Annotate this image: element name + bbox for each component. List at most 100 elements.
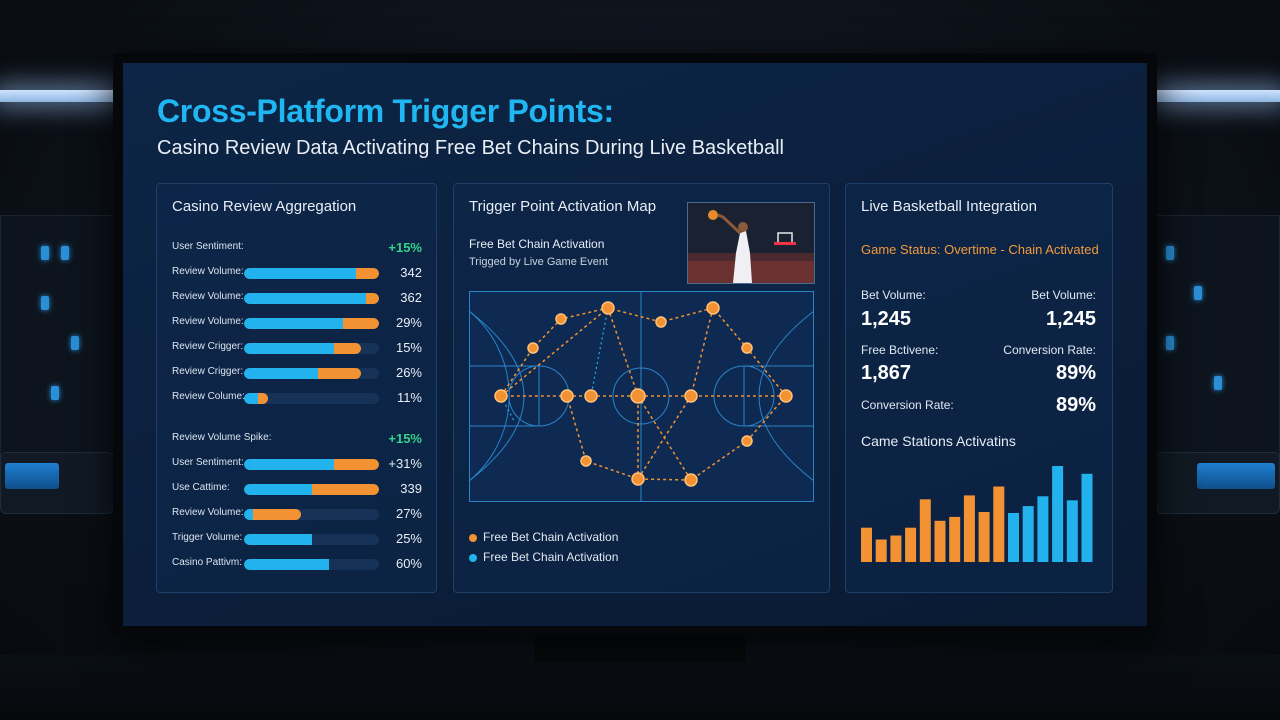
metric-value: 29%: [395, 315, 422, 330]
server-rack-right: [1153, 215, 1280, 457]
trigger-nodes: [494, 301, 793, 487]
trigger-node[interactable]: [684, 473, 698, 487]
panel-title: Live Basketball Integration: [861, 198, 1037, 215]
metric-bar: [244, 393, 379, 404]
chart-bar: [1066, 500, 1078, 562]
bet-volume-label: Bet Volume:: [861, 288, 926, 302]
metric-row: Casino Pattivm: 60%: [172, 556, 422, 572]
legend-item: Free Bet Chain Activation: [469, 530, 618, 544]
trigger-node[interactable]: [684, 389, 698, 403]
ceiling-light-left: [0, 90, 118, 102]
metric-value: +15%: [388, 240, 422, 255]
chart-bar: [978, 512, 990, 562]
conversion-rate-value: 89%: [1055, 394, 1096, 416]
chain-title: Free Bet Chain Activation: [469, 237, 605, 251]
legend-label: Free Bet Chain Activation: [483, 530, 619, 544]
metric-row: User Sentiment: +31%: [172, 456, 422, 472]
trigger-node[interactable]: [584, 389, 598, 403]
metric-bar-blue: [244, 459, 335, 470]
trigger-node[interactable]: [527, 342, 539, 354]
trigger-node[interactable]: [580, 455, 592, 467]
metric-label: Review Crigger:: [172, 341, 244, 352]
panel-title: Trigger Point Activation Map: [469, 198, 657, 215]
metric-row: Review Volume: 362: [172, 290, 422, 306]
trigger-node[interactable]: [601, 301, 615, 315]
dashboard-screen: Cross-Platform Trigger Points: Casino Re…: [123, 63, 1147, 626]
trigger-node[interactable]: [630, 388, 646, 404]
page-title: Cross-Platform Trigger Points:: [157, 93, 614, 129]
metric-bar: [244, 343, 379, 354]
legend-item: Free Bet Chain Activation: [469, 550, 618, 564]
metric-bar-orange: [365, 293, 379, 304]
conversion-rate-label: Conversion Rate:: [1003, 343, 1096, 357]
metric-row: Review Colume: 11%: [172, 390, 422, 406]
chart-bar: [1081, 473, 1093, 562]
trigger-node[interactable]: [741, 342, 753, 354]
metric-bar: [244, 459, 379, 470]
metric-label: Review Volume:: [172, 266, 244, 277]
metric-label: Review Volume:: [172, 507, 244, 518]
metric-value: 26%: [395, 365, 422, 380]
live-basketball-panel: Live Basketball Integration Game Status:…: [845, 183, 1113, 593]
trigger-node[interactable]: [706, 301, 720, 315]
metric-label: User Sentiment:: [172, 457, 244, 468]
metric-bar-blue: [244, 293, 366, 304]
review-volume-spike-header-row: Review Volume Spike: +15%: [172, 431, 422, 447]
panel-title: Casino Review Aggregation: [172, 198, 357, 215]
monitor: Cross-Platform Trigger Points: Casino Re…: [113, 53, 1157, 636]
chart-bar: [919, 499, 931, 562]
metric-bar-blue: [244, 509, 254, 520]
trigger-node[interactable]: [631, 472, 645, 486]
trigger-node[interactable]: [655, 316, 667, 328]
bet-volume-value: 1,245: [1045, 308, 1096, 330]
metric-row: Review Volume: 342: [172, 265, 422, 281]
chart-bar: [905, 527, 917, 562]
bet-volume-value: 1,245: [861, 308, 912, 330]
metric-bar: [244, 509, 379, 520]
metric-bar-orange: [356, 268, 379, 279]
metric-bar-orange: [342, 318, 379, 329]
trigger-node[interactable]: [741, 435, 753, 447]
game-status: Game Status: Overtime - Chain Activated: [861, 242, 1099, 257]
chart-bar: [861, 527, 872, 562]
metric-label: Use Cattime:: [172, 482, 230, 493]
server-rack-left: [0, 215, 117, 457]
legend-blue-dot-icon: [469, 553, 477, 562]
metric-bar: [244, 318, 379, 329]
legend-orange-dot-icon: [469, 533, 477, 542]
control-console-right: [1156, 452, 1280, 514]
metric-bar: [244, 534, 379, 545]
user-sentiment-header-row: User Sentiment: +15%: [172, 240, 422, 256]
metric-label: User Sentiment:: [172, 241, 244, 252]
chart-bar: [890, 535, 902, 562]
metric-bar-blue: [244, 368, 319, 379]
trigger-node[interactable]: [560, 389, 574, 403]
metric-label: Review Crigger:: [172, 366, 244, 377]
metric-label: Casino Pattivm:: [172, 557, 243, 568]
chart-bar: [993, 486, 1005, 562]
trigger-court-map: [469, 291, 814, 502]
metric-value: 25%: [395, 531, 422, 546]
trigger-node[interactable]: [779, 389, 793, 403]
live-game-photo: [687, 202, 815, 284]
metric-bar-blue: [244, 268, 357, 279]
metric-bar-orange: [311, 484, 379, 495]
trigger-node[interactable]: [555, 313, 567, 325]
metric-value: 342: [400, 265, 422, 280]
metric-value: 362: [400, 290, 422, 305]
metric-bar-blue: [244, 484, 312, 495]
chart-title: Came Stations Activatins: [861, 433, 1016, 449]
metric-value: 339: [400, 481, 422, 496]
chart-bar: [1037, 496, 1049, 562]
metric-row: Review Volume: 29%: [172, 315, 422, 331]
metric-label: Review Colume:: [172, 391, 245, 402]
trigger-node[interactable]: [494, 389, 508, 403]
metric-bar: [244, 268, 379, 279]
activations-bar-chart: [861, 466, 1093, 562]
metric-label: Review Volume:: [172, 316, 244, 327]
metric-bar-orange: [257, 393, 269, 404]
chart-bar: [1008, 513, 1019, 562]
metric-bar: [244, 368, 379, 379]
chart-bar: [949, 516, 961, 562]
ceiling-light-right: [1154, 90, 1280, 102]
